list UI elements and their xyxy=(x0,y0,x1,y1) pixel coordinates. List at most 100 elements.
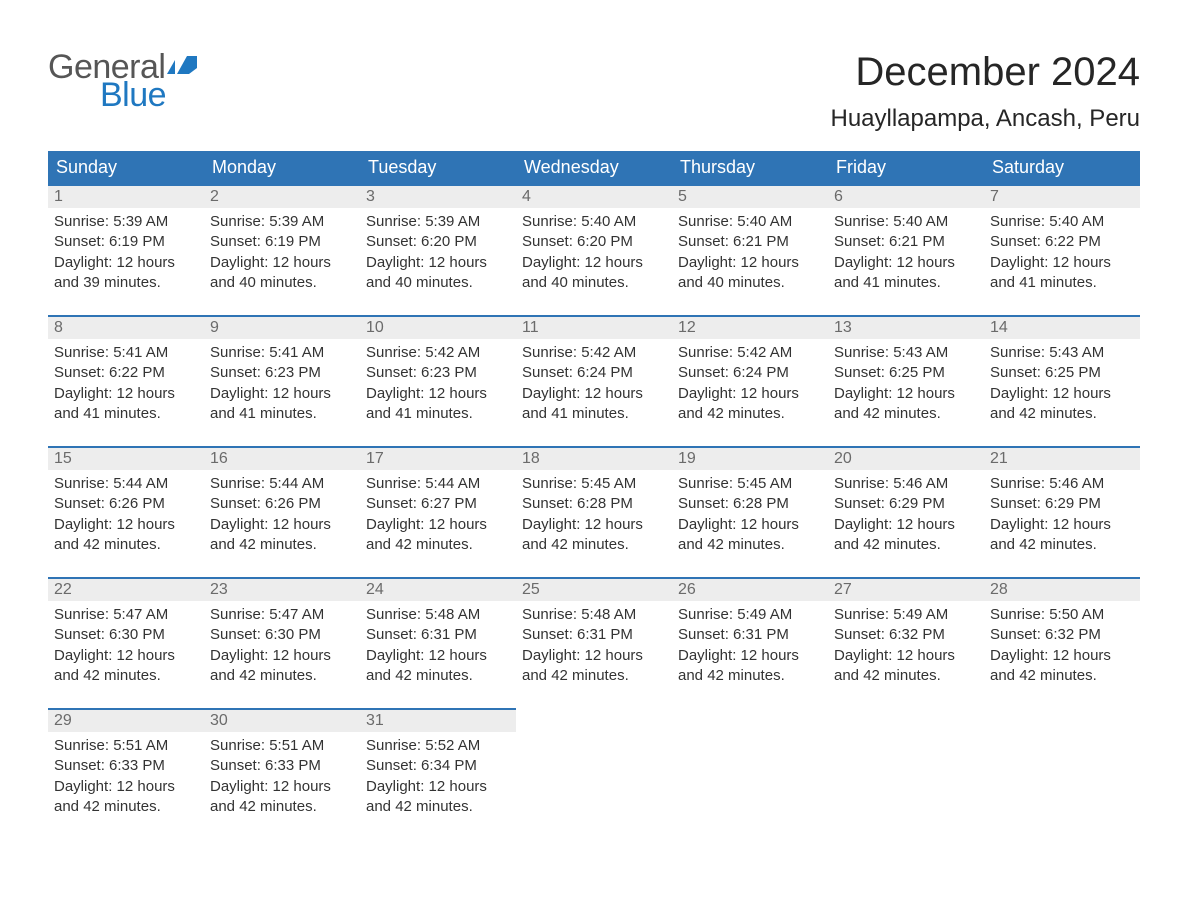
day-number-row: 25 xyxy=(516,577,672,601)
sunrise-line: Sunrise: 5:47 AM xyxy=(54,605,198,625)
sunset-line: Sunset: 6:26 PM xyxy=(210,494,354,514)
sunrise-line: Sunrise: 5:50 AM xyxy=(990,605,1134,625)
day-number: 19 xyxy=(678,450,696,467)
day-details: Sunrise: 5:42 AMSunset: 6:24 PMDaylight:… xyxy=(672,339,828,428)
sunrise-line: Sunrise: 5:51 AM xyxy=(210,736,354,756)
daylight-line: Daylight: 12 hours and 41 minutes. xyxy=(990,253,1134,294)
day-number-row: 30 xyxy=(204,708,360,732)
day-number-row: 17 xyxy=(360,446,516,470)
day-number: 23 xyxy=(210,581,228,598)
sunset-line: Sunset: 6:23 PM xyxy=(366,363,510,383)
sunrise-line: Sunrise: 5:42 AM xyxy=(522,343,666,363)
calendar-day: 8Sunrise: 5:41 AMSunset: 6:22 PMDaylight… xyxy=(48,315,204,428)
day-details: Sunrise: 5:44 AMSunset: 6:27 PMDaylight:… xyxy=(360,470,516,559)
day-number: 20 xyxy=(834,450,852,467)
day-number-row: 13 xyxy=(828,315,984,339)
daylight-line: Daylight: 12 hours and 42 minutes. xyxy=(210,515,354,556)
calendar-day: 6Sunrise: 5:40 AMSunset: 6:21 PMDaylight… xyxy=(828,184,984,297)
day-number: 5 xyxy=(678,188,687,205)
calendar-day xyxy=(828,708,984,821)
daylight-line: Daylight: 12 hours and 42 minutes. xyxy=(834,646,978,687)
daylight-line: Daylight: 12 hours and 41 minutes. xyxy=(522,384,666,425)
calendar-day: 14Sunrise: 5:43 AMSunset: 6:25 PMDayligh… xyxy=(984,315,1140,428)
day-number: 2 xyxy=(210,188,219,205)
day-details: Sunrise: 5:44 AMSunset: 6:26 PMDaylight:… xyxy=(48,470,204,559)
sunset-line: Sunset: 6:25 PM xyxy=(990,363,1134,383)
day-details: Sunrise: 5:47 AMSunset: 6:30 PMDaylight:… xyxy=(48,601,204,690)
day-details: Sunrise: 5:42 AMSunset: 6:23 PMDaylight:… xyxy=(360,339,516,428)
calendar-week: 15Sunrise: 5:44 AMSunset: 6:26 PMDayligh… xyxy=(48,446,1140,559)
day-details: Sunrise: 5:43 AMSunset: 6:25 PMDaylight:… xyxy=(984,339,1140,428)
daylight-line: Daylight: 12 hours and 40 minutes. xyxy=(522,253,666,294)
sunrise-line: Sunrise: 5:46 AM xyxy=(990,474,1134,494)
sunset-line: Sunset: 6:26 PM xyxy=(54,494,198,514)
calendar-day: 31Sunrise: 5:52 AMSunset: 6:34 PMDayligh… xyxy=(360,708,516,821)
day-number-row: 18 xyxy=(516,446,672,470)
day-details: Sunrise: 5:50 AMSunset: 6:32 PMDaylight:… xyxy=(984,601,1140,690)
sunset-line: Sunset: 6:24 PM xyxy=(522,363,666,383)
sunrise-line: Sunrise: 5:40 AM xyxy=(678,212,822,232)
sunset-line: Sunset: 6:31 PM xyxy=(522,625,666,645)
day-number-row: 12 xyxy=(672,315,828,339)
day-number-row: 2 xyxy=(204,184,360,208)
sunset-line: Sunset: 6:21 PM xyxy=(834,232,978,252)
day-details: Sunrise: 5:49 AMSunset: 6:31 PMDaylight:… xyxy=(672,601,828,690)
day-number: 13 xyxy=(834,319,852,336)
sunset-line: Sunset: 6:19 PM xyxy=(54,232,198,252)
sunset-line: Sunset: 6:28 PM xyxy=(678,494,822,514)
daylight-line: Daylight: 12 hours and 42 minutes. xyxy=(54,646,198,687)
day-number-row: 24 xyxy=(360,577,516,601)
day-number: 30 xyxy=(210,712,228,729)
calendar-day: 16Sunrise: 5:44 AMSunset: 6:26 PMDayligh… xyxy=(204,446,360,559)
day-details: Sunrise: 5:40 AMSunset: 6:21 PMDaylight:… xyxy=(828,208,984,297)
daylight-line: Daylight: 12 hours and 41 minutes. xyxy=(54,384,198,425)
day-number-row: 6 xyxy=(828,184,984,208)
sunset-line: Sunset: 6:19 PM xyxy=(210,232,354,252)
day-details: Sunrise: 5:40 AMSunset: 6:21 PMDaylight:… xyxy=(672,208,828,297)
calendar-day: 17 Sunrise: 5:44 AMSunset: 6:27 PMDayligh… xyxy=(360,446,516,559)
day-number: 18 xyxy=(522,450,540,467)
day-number-row: 26 xyxy=(672,577,828,601)
day-number: 12 xyxy=(678,319,696,336)
sunrise-line: Sunrise: 5:49 AM xyxy=(834,605,978,625)
sunrise-line: Sunrise: 5:40 AM xyxy=(990,212,1134,232)
day-number: 31 xyxy=(366,712,384,729)
calendar-day: 13Sunrise: 5:43 AMSunset: 6:25 PMDayligh… xyxy=(828,315,984,428)
sunset-line: Sunset: 6:31 PM xyxy=(678,625,822,645)
daylight-line: Daylight: 12 hours and 42 minutes. xyxy=(990,646,1134,687)
day-number-row: 4 xyxy=(516,184,672,208)
day-details: Sunrise: 5:39 AMSunset: 6:19 PMDaylight:… xyxy=(48,208,204,297)
sunset-line: Sunset: 6:33 PM xyxy=(54,756,198,776)
calendar-day xyxy=(516,708,672,821)
calendar-week: 22Sunrise: 5:47 AMSunset: 6:30 PMDayligh… xyxy=(48,577,1140,690)
day-details: Sunrise: 5:49 AMSunset: 6:32 PMDaylight:… xyxy=(828,601,984,690)
day-number-row: 28 xyxy=(984,577,1140,601)
calendar-day: 18Sunrise: 5:45 AMSunset: 6:28 PMDayligh… xyxy=(516,446,672,559)
calendar-day xyxy=(984,708,1140,821)
sunset-line: Sunset: 6:24 PM xyxy=(678,363,822,383)
calendar-day: 1Sunrise: 5:39 AMSunset: 6:19 PMDaylight… xyxy=(48,184,204,297)
day-number: 10 xyxy=(366,319,384,336)
sunset-line: Sunset: 6:31 PM xyxy=(366,625,510,645)
day-number: 7 xyxy=(990,188,999,205)
sunset-line: Sunset: 6:32 PM xyxy=(990,625,1134,645)
daylight-line: Daylight: 12 hours and 42 minutes. xyxy=(834,384,978,425)
day-of-week-header: Sunday Monday Tuesday Wednesday Thursday… xyxy=(48,151,1140,184)
day-number: 17 xyxy=(366,450,384,467)
sunrise-line: Sunrise: 5:40 AM xyxy=(834,212,978,232)
brand-logo: General Blue xyxy=(48,50,197,112)
day-number-row: 23 xyxy=(204,577,360,601)
day-number: 24 xyxy=(366,581,384,598)
sunrise-line: Sunrise: 5:41 AM xyxy=(210,343,354,363)
daylight-line: Daylight: 12 hours and 42 minutes. xyxy=(678,646,822,687)
day-details: Sunrise: 5:39 AMSunset: 6:19 PMDaylight:… xyxy=(204,208,360,297)
day-number-row: 22 xyxy=(48,577,204,601)
daylight-line: Daylight: 12 hours and 42 minutes. xyxy=(210,777,354,818)
sunrise-line: Sunrise: 5:44 AM xyxy=(210,474,354,494)
sunrise-line: Sunrise: 5:43 AM xyxy=(834,343,978,363)
daylight-line: Daylight: 12 hours and 40 minutes. xyxy=(366,253,510,294)
day-details: Sunrise: 5:47 AMSunset: 6:30 PMDaylight:… xyxy=(204,601,360,690)
location-subtitle: Huayllapampa, Ancash, Peru xyxy=(830,105,1140,133)
sunrise-line: Sunrise: 5:42 AM xyxy=(366,343,510,363)
sunrise-line: Sunrise: 5:39 AM xyxy=(366,212,510,232)
